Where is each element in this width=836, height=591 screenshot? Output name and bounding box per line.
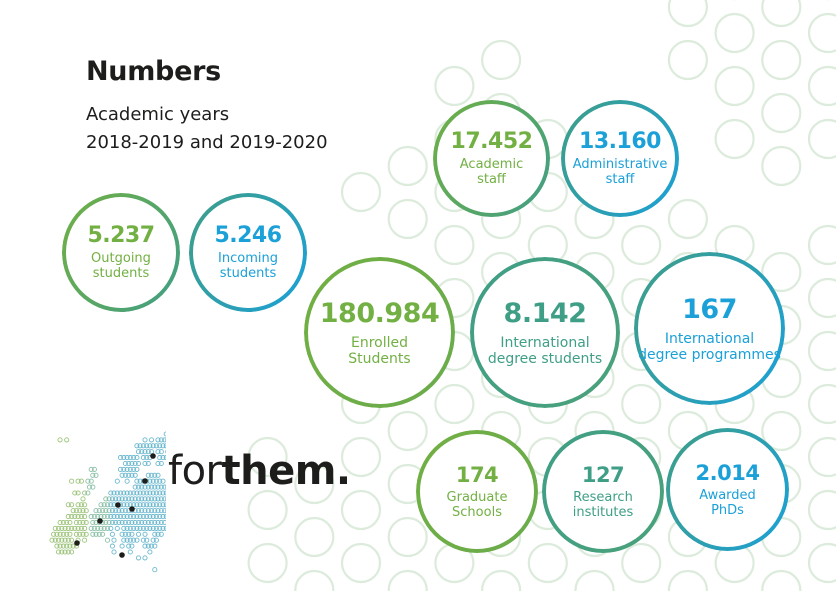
stat-label-line-1: Academic — [459, 157, 524, 173]
stat-value: 127 — [581, 462, 625, 487]
stat-label-line-2: PhDs — [711, 502, 744, 518]
stat-label-line-2: degree programmes — [638, 347, 781, 363]
stat-enrolled-students: 180.984 Enrolled Students — [304, 257, 455, 408]
stat-label-line-1: Graduate — [446, 489, 508, 505]
stat-label-line-2: Schools — [452, 504, 502, 520]
stat-label-line-2: degree students — [487, 351, 603, 367]
stat-graduate-schools: 174 Graduate Schools — [416, 430, 538, 553]
stat-value: 8.142 — [503, 297, 587, 329]
stat-value: 13.160 — [579, 129, 661, 155]
stat-value: 180.984 — [319, 297, 440, 329]
stat-label-line-1: Outgoing — [91, 251, 151, 267]
stat-label-line-2: staff — [605, 172, 635, 187]
stat-label-line-2: Students — [348, 351, 411, 367]
stat-label-line-1: Enrolled — [350, 334, 408, 351]
wordmark-regular: for — [168, 448, 222, 494]
stat-international-degree-programmes: 167 International degree programmes — [634, 252, 785, 405]
stat-label-line-2: institutes — [572, 504, 634, 520]
stat-label-line-1: Administrative — [572, 157, 668, 173]
stat-label-line-2: students — [92, 266, 150, 281]
stat-research-institutes: 127 Research institutes — [542, 430, 664, 553]
forthem-wordmark: forthem. — [168, 448, 351, 494]
stat-international-degree-students: 8.142 International degree students — [470, 257, 620, 408]
stat-value: 5.246 — [214, 223, 282, 249]
page-title: Numbers — [86, 56, 221, 87]
stat-awarded-phds: 2.014 Awarded PhDs — [666, 428, 789, 551]
stat-label-line-1: International — [500, 334, 590, 351]
stat-value: 17.452 — [450, 129, 533, 155]
subtitle-line-1: Academic years — [86, 104, 230, 125]
wordmark-bold: them. — [221, 448, 352, 494]
subtitle-line-2: 2018-2019 and 2019-2020 — [86, 132, 328, 153]
stat-value: 5.237 — [87, 223, 155, 249]
stat-value: 2.014 — [695, 460, 760, 485]
stat-label-line-1: Incoming — [218, 251, 278, 267]
page-subtitle: Academic years 2018-2019 and 2019-2020 — [86, 101, 328, 157]
stat-incoming-students: 5.246 Incoming students — [189, 193, 307, 312]
stat-administrative-staff: 13.160 Administrative staff — [561, 100, 679, 217]
stat-academic-staff: 17.452 Academic staff — [433, 100, 550, 217]
stat-label-line-1: Awarded — [699, 487, 756, 503]
stat-label-line-2: staff — [477, 172, 506, 187]
stat-label-line-2: students — [219, 266, 277, 281]
europe-map-logo-icon — [49, 431, 166, 573]
stat-value: 174 — [455, 462, 499, 487]
stat-label-line-1: International — [664, 330, 755, 347]
stat-outgoing-students: 5.237 Outgoing students — [62, 193, 180, 312]
stat-label-line-1: Research — [573, 489, 633, 505]
stat-value: 167 — [682, 293, 737, 325]
